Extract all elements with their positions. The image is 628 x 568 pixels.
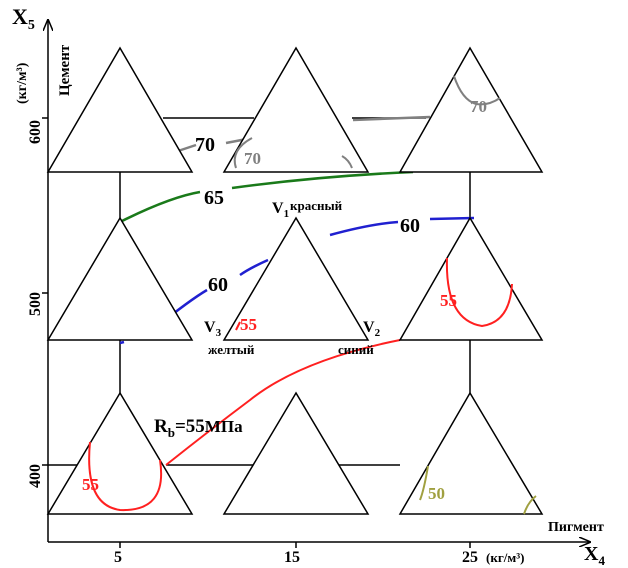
y-ticks [42,117,48,466]
triangle-bottom-center [222,391,370,515]
arc-50-bottom-right-right [523,495,537,515]
x-axis-unit: (кг/м³) [486,550,524,565]
triangle-bottom-right [398,391,544,515]
triangle-mid-left [46,216,194,341]
arc-70-top-center-right [341,155,353,169]
x-axis-var: X4 [584,543,605,568]
triangle-top-left [46,46,194,173]
contour-label-60-right: 60 [400,215,420,237]
triangle-top-right [398,46,544,173]
triangles [46,46,544,515]
x-axis-name: Пигмент [548,520,604,535]
vertex-v2-name: синий [338,342,374,357]
x-tick-label-5: 5 [114,549,122,566]
vertex-v2: V2 [363,319,381,339]
triangle-mid-center [222,216,370,341]
arc-55-mid-right [445,257,513,328]
arc-70-top-right [453,75,501,106]
y-tick-label-600: 600 [27,120,44,144]
y-tick-label-400: 400 [27,464,44,488]
y-axis-unit: (кг/м³) [15,62,30,104]
contour-label-60-left: 60 [208,274,228,296]
vertex-v3-name: желтый [208,342,255,357]
contour-55-line [165,339,401,466]
y-axis-name: Цемент [57,44,73,96]
label-70-top-right: 70 [470,97,487,116]
arc-55-mid-center [235,321,241,331]
triangle-bottom-left [46,391,194,515]
vertex-v1: V1 [272,200,289,220]
triangle-top-center [222,46,370,173]
x-tick-label-25: 25 [462,549,478,566]
label-50-bottom-right: 50 [428,484,445,503]
contour-65-line [119,170,414,224]
arc-55-bottom-left [88,441,163,512]
label-70-top-center: 70 [244,149,261,168]
contour-label-65: 65 [204,187,224,209]
y-tick-label-500: 500 [27,292,44,316]
y-axis-var: X5 [12,4,35,33]
arc-70-top-center [233,137,253,169]
label-55-bottom-left: 55 [82,475,99,494]
label-55-mid-right: 55 [440,291,457,310]
contour-60-tick [119,340,125,345]
contour-70-line-c [352,115,431,122]
contour-label-70: 70 [195,134,215,156]
arc-50-bottom-right-left [419,465,429,501]
contour-60-line [154,216,475,329]
vertex-v1-name: красный [290,198,343,213]
x-ticks [119,542,471,548]
rb-label: Rb=55МПа [154,416,243,440]
x-tick-label-15: 15 [284,549,300,566]
label-55-mid-center: 55 [240,315,257,334]
vertex-v3: V3 [204,319,222,339]
